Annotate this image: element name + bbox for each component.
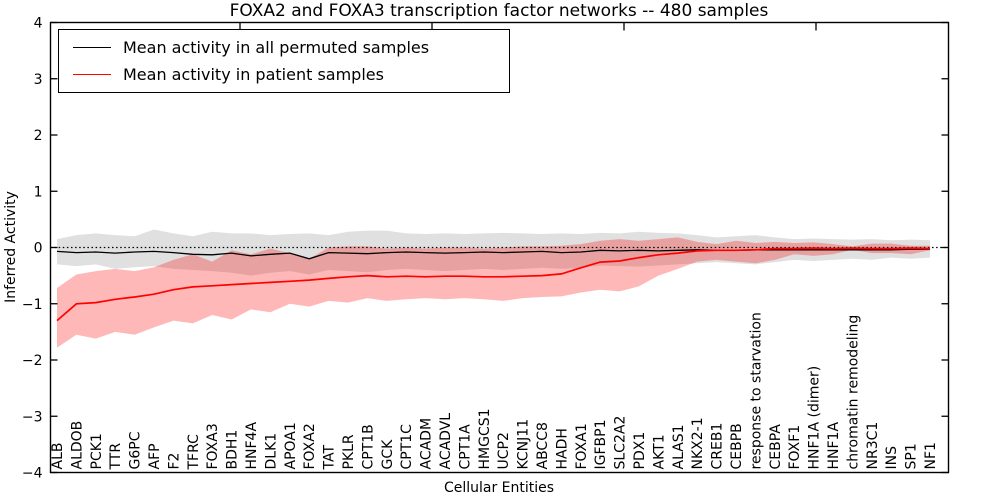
y-tick-label: 3 [34,72,43,88]
x-category-label: PDX1 [632,432,648,470]
x-category-label: ABCC8 [535,422,551,469]
x-category-label: KCNJ11 [516,419,532,470]
x-category-label: FOXA2 [302,423,318,469]
patient-line-sample-icon [73,74,111,75]
x-category-label: FOXA1 [574,423,590,469]
x-category-label: PKLR [341,434,357,469]
legend-label-patient: Mean activity in patient samples [123,65,384,84]
x-category-label: HADH [554,428,570,469]
y-tick-label: −1 [22,297,43,313]
x-category-label: HNF4A [244,422,260,470]
x-category-label: ACADVL [438,413,454,470]
x-category-label: NR3C1 [865,422,881,470]
y-tick-label: −3 [22,409,43,425]
x-category-label: CPT1B [360,424,376,469]
x-category-label: FOXA3 [205,423,221,469]
x-category-label: AKT1 [651,434,667,469]
y-tick-label: −2 [22,353,43,369]
x-axis-label: Cellular Entities [443,480,555,496]
x-category-label: HMGCS1 [477,408,493,469]
y-tick-label: 4 [34,16,43,32]
legend-entry-patient: Mean activity in patient samples [71,62,509,88]
x-category-label: CREB1 [710,423,726,470]
x-category-label: DLK1 [263,433,279,470]
y-tick-label: 2 [34,128,43,144]
x-category-label: UCP2 [496,432,512,469]
x-category-label: GCK [380,439,396,470]
chart-title: FOXA2 and FOXA3 transcription factor net… [229,1,769,21]
x-category-label: response to starvation [748,312,764,469]
x-category-label: F2 [166,453,182,470]
x-category-label: BDH1 [225,430,241,470]
permuted-line-sample-icon [73,47,111,48]
x-category-label: TTR [108,443,124,471]
y-axis-label: Inferred Activity [3,191,19,303]
x-category-label: chromatin remodeling [845,315,861,470]
x-category-label: CPT1A [457,424,473,470]
permuted-mean-line [56,248,930,260]
y-tick-label: 1 [34,184,43,200]
x-category-label: PCK1 [89,433,105,469]
x-category-label: ALB [50,443,66,470]
legend-label-permuted: Mean activity in all permuted samples [123,38,430,57]
x-category-label: CEBPA [768,424,784,470]
x-category-label: IGFBP1 [593,420,609,470]
x-category-label: G6PC [128,431,144,469]
patient-mean-line [56,247,931,322]
x-category-label: APOA1 [283,422,299,469]
legend: Mean activity in all permuted samples Me… [58,29,510,93]
x-category-label: SLC2A2 [613,416,629,470]
y-tick-label: −4 [22,466,43,482]
x-category-label: ALDOB [69,421,85,470]
x-category-label: FOXF1 [787,425,803,470]
x-category-label: NKX2-1 [690,417,706,469]
x-category-label: TFRC [186,434,202,471]
patient-band [57,237,930,348]
x-category-label: AFP [147,443,163,469]
x-category-label: HNF1A (dimer) [807,366,823,470]
x-category-label: INS [884,446,900,470]
x-category-label: CPT1C [399,424,415,470]
x-category-label: ALAS1 [671,424,687,469]
x-category-label: HNF1A [826,422,842,470]
x-category-label: TAT [322,445,338,471]
y-tick-label: 0 [34,241,43,257]
legend-entry-permuted: Mean activity in all permuted samples [71,35,509,61]
x-category-label: ACADM [419,418,435,470]
x-category-label: SP1 [904,443,920,469]
x-category-label: NF1 [923,442,939,469]
x-category-label: CEBPB [729,423,745,469]
